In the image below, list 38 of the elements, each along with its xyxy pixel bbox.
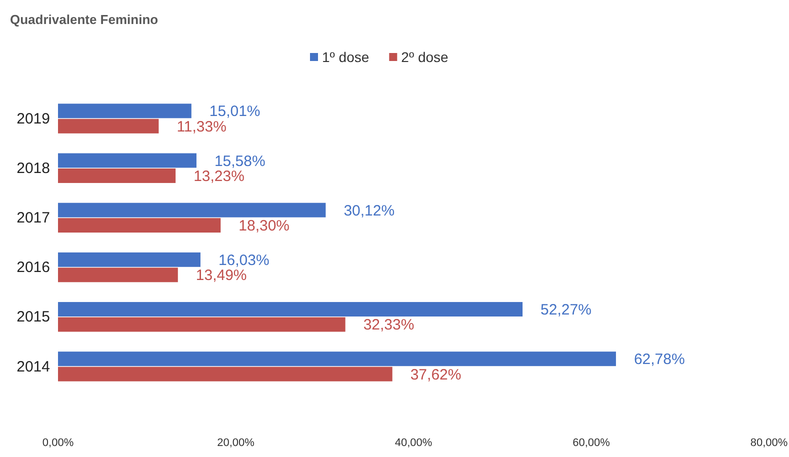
data-label: 32,33%: [363, 316, 414, 334]
data-label: 30,12%: [344, 202, 395, 220]
bar: [58, 268, 178, 282]
y-tick-label: 2018: [16, 160, 50, 177]
x-tick-label: 60,00%: [572, 436, 610, 449]
bar: [58, 104, 192, 118]
legend-label: 1º dose: [322, 48, 370, 65]
bar: [58, 317, 346, 332]
y-tick-label: 2014: [16, 358, 50, 376]
data-label: 37,62%: [410, 366, 462, 384]
bar: [58, 202, 326, 218]
bar: [58, 252, 200, 267]
data-label: 11,33%: [176, 118, 226, 136]
x-tick-label: 40,00%: [394, 436, 432, 449]
bar: [58, 302, 523, 316]
y-tick-label: 2016: [16, 259, 50, 276]
y-tick-label: 2017: [16, 210, 50, 227]
data-label: 13,23%: [194, 168, 244, 185]
x-tick-label: 80,00%: [750, 436, 788, 449]
data-label: 16,03%: [218, 252, 270, 269]
data-label: 15,58%: [214, 152, 266, 170]
y-tick-label: 2015: [16, 308, 50, 326]
legend-label: 2º dose: [401, 48, 449, 65]
y-tick-label: 2019: [16, 110, 50, 128]
bar: [58, 118, 159, 134]
data-label: 62,78%: [634, 351, 685, 368]
bar: [58, 153, 196, 168]
x-tick-label: 20,00%: [217, 436, 255, 449]
chart-title: Quadrivalente Feminino: [10, 12, 158, 27]
data-label: 52,27%: [540, 302, 592, 319]
bar: [58, 366, 392, 382]
data-label: 18,30%: [238, 218, 290, 235]
bar: [58, 168, 176, 183]
data-label: 13,49%: [196, 267, 247, 284]
bar: [58, 352, 616, 366]
bar: [58, 218, 221, 233]
data-label: 15,01%: [209, 103, 260, 120]
x-tick-label: 0,00%: [42, 436, 74, 449]
